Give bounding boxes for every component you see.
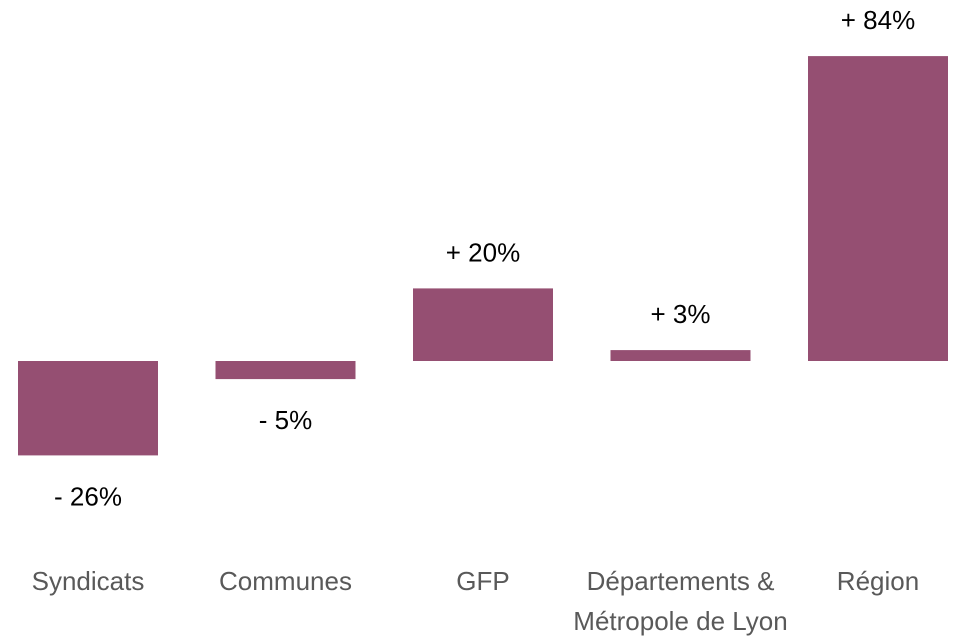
value-labels-group: - 26% - 5% + 20% + 3% + 84%	[54, 5, 915, 511]
category-label-3-line-0: Départements &	[587, 566, 775, 596]
category-labels-group: Syndicats Communes GFP Départements & Métrop…	[32, 566, 920, 636]
category-label-4: Région	[837, 566, 919, 596]
bar-4	[808, 56, 948, 361]
data-label-2: + 20%	[446, 237, 520, 267]
bar-2	[413, 288, 553, 361]
bar-3	[610, 350, 751, 361]
data-label-3: + 3%	[651, 299, 711, 329]
category-label-3-line-1: Métropole de Lyon	[573, 606, 787, 636]
bar-1	[215, 361, 356, 380]
data-label-1: - 5%	[259, 405, 312, 435]
data-label-4: + 84%	[841, 5, 915, 35]
bar-0	[18, 361, 158, 456]
category-label-0: Syndicats	[32, 566, 145, 596]
category-label-1: Communes	[219, 566, 352, 596]
category-label-2: GFP	[456, 566, 509, 596]
data-label-0: - 26%	[54, 481, 122, 511]
bars-group	[18, 56, 948, 456]
